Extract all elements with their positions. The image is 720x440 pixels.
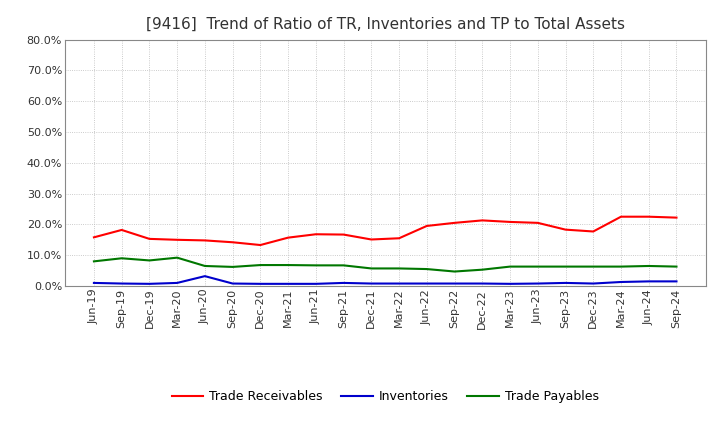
Trade Receivables — [423, 223, 431, 229]
Inventories — [117, 281, 126, 286]
Inventories — [616, 279, 625, 285]
Trade Payables — [672, 264, 681, 269]
Inventories — [228, 281, 237, 286]
Inventories — [367, 281, 376, 286]
Trade Payables — [284, 262, 292, 268]
Line: Trade Receivables: Trade Receivables — [94, 217, 677, 245]
Trade Payables — [450, 269, 459, 274]
Trade Receivables — [339, 232, 348, 237]
Trade Receivables — [534, 220, 542, 225]
Trade Receivables — [201, 238, 210, 243]
Trade Payables — [367, 266, 376, 271]
Inventories — [423, 281, 431, 286]
Trade Payables — [201, 263, 210, 268]
Inventories — [505, 281, 514, 286]
Trade Payables — [173, 255, 181, 260]
Inventories — [339, 280, 348, 286]
Trade Payables — [256, 262, 265, 268]
Trade Payables — [534, 264, 542, 269]
Trade Payables — [339, 263, 348, 268]
Trade Payables — [644, 263, 653, 268]
Inventories — [672, 279, 681, 284]
Inventories — [534, 281, 542, 286]
Trade Payables — [145, 258, 154, 263]
Legend: Trade Receivables, Inventories, Trade Payables: Trade Receivables, Inventories, Trade Pa… — [166, 385, 604, 408]
Trade Payables — [616, 264, 625, 269]
Trade Receivables — [312, 231, 320, 237]
Trade Payables — [117, 256, 126, 261]
Trade Payables — [478, 267, 487, 272]
Inventories — [395, 281, 403, 286]
Inventories — [312, 281, 320, 286]
Trade Receivables — [561, 227, 570, 232]
Trade Payables — [89, 259, 98, 264]
Trade Receivables — [616, 214, 625, 220]
Trade Receivables — [145, 236, 154, 242]
Trade Payables — [423, 267, 431, 272]
Inventories — [173, 280, 181, 286]
Trade Receivables — [644, 214, 653, 220]
Trade Receivables — [478, 218, 487, 223]
Trade Receivables — [117, 227, 126, 233]
Trade Receivables — [256, 242, 265, 248]
Trade Payables — [312, 263, 320, 268]
Trade Payables — [589, 264, 598, 269]
Inventories — [561, 280, 570, 286]
Trade Receivables — [284, 235, 292, 240]
Inventories — [284, 281, 292, 286]
Inventories — [644, 279, 653, 284]
Line: Trade Payables: Trade Payables — [94, 258, 677, 271]
Trade Receivables — [367, 237, 376, 242]
Inventories — [450, 281, 459, 286]
Inventories — [589, 281, 598, 286]
Line: Inventories: Inventories — [94, 276, 677, 284]
Trade Payables — [505, 264, 514, 269]
Trade Receivables — [589, 229, 598, 234]
Inventories — [201, 274, 210, 279]
Trade Payables — [561, 264, 570, 269]
Trade Receivables — [672, 215, 681, 220]
Title: [9416]  Trend of Ratio of TR, Inventories and TP to Total Assets: [9416] Trend of Ratio of TR, Inventories… — [145, 16, 625, 32]
Inventories — [89, 280, 98, 286]
Trade Receivables — [89, 235, 98, 240]
Inventories — [256, 281, 265, 286]
Trade Payables — [228, 264, 237, 270]
Inventories — [145, 281, 154, 286]
Trade Receivables — [395, 236, 403, 241]
Trade Receivables — [228, 240, 237, 245]
Inventories — [478, 281, 487, 286]
Trade Receivables — [450, 220, 459, 225]
Trade Receivables — [173, 237, 181, 242]
Trade Receivables — [505, 219, 514, 224]
Trade Payables — [395, 266, 403, 271]
